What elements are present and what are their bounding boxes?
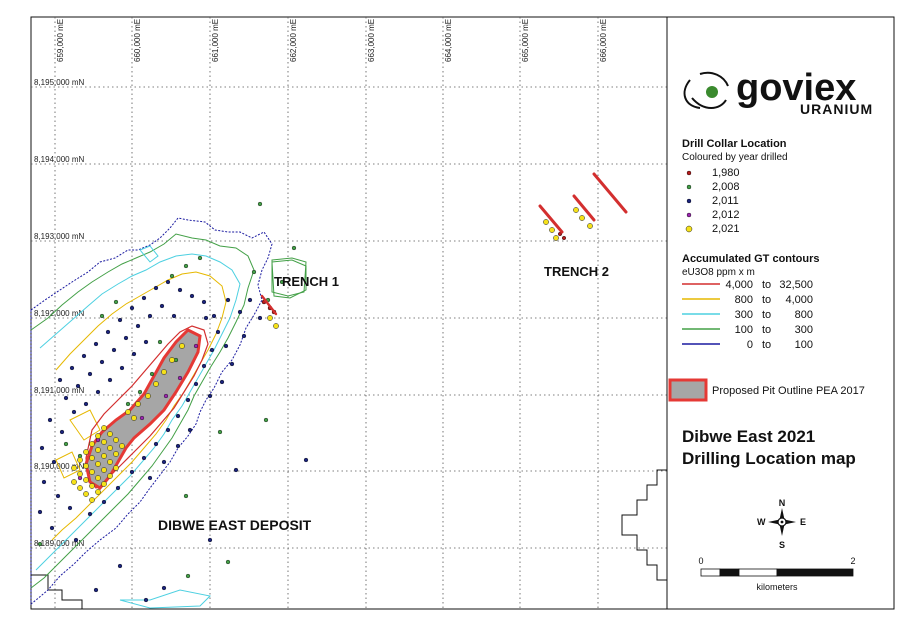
logo-sub-text: URANIUM: [800, 101, 873, 117]
compass-w: W: [757, 517, 766, 527]
gt-from: 300: [735, 309, 753, 321]
compass-n: N: [779, 498, 786, 508]
collar-legend-subtitle: Coloured by year drilled: [682, 152, 788, 163]
northing-label: 8,192,000 mN: [34, 309, 84, 318]
north-arrow-icon: N S E W: [757, 498, 806, 550]
northing-label: 8,189,000 mN: [34, 539, 84, 548]
collar-swatch: [686, 170, 692, 176]
map-frame: [30, 16, 668, 610]
trench1-red-line: [260, 294, 278, 316]
gt-to: 300: [795, 324, 813, 336]
scale-unit: kilometers: [756, 582, 798, 592]
easting-labels: 659,000 mE 660,000 mE 661,000 mE 662,000…: [56, 19, 608, 62]
collar-legend-title: Drill Collar Location: [682, 138, 787, 150]
gt-contour-800-4000: [51, 271, 227, 541]
logo-main-text: goviex: [736, 67, 856, 109]
gt-to-word: to: [762, 324, 771, 336]
legend-panel: [666, 16, 895, 610]
collar-legend-items: 1,980 2,008 2,011 2,012 2,021: [685, 167, 740, 235]
gt-to-word: to: [762, 309, 771, 321]
collar-label: 2,008: [712, 181, 740, 193]
trench2-red-lines: [538, 172, 628, 234]
collar-swatch: [686, 198, 692, 204]
gt-from: 4,000: [725, 279, 753, 291]
easting-label: 662,000 mE: [289, 19, 298, 62]
gt-from: 0: [747, 339, 753, 351]
map-title-line1: Dibwe East 2021: [682, 427, 815, 446]
proposed-pit-outline: [84, 328, 202, 490]
company-logo: goviex URANIUM: [683, 67, 873, 117]
gt-from: 800: [735, 294, 753, 306]
collar-label: 2,012: [712, 209, 740, 221]
gt-to-word: to: [762, 339, 771, 351]
scale-end: 2: [850, 556, 855, 566]
gt-contour-300-800: [35, 245, 241, 609]
collar-swatch: [686, 212, 692, 218]
easting-label: 665,000 mE: [521, 19, 530, 62]
gt-legend-subtitle: eU3O8 ppm x m: [682, 267, 755, 278]
easting-label: 659,000 mE: [56, 19, 65, 62]
drill-collars-2021: [71, 207, 593, 503]
drill-collars-2012: [77, 343, 199, 481]
easting-label: 664,000 mE: [444, 19, 453, 62]
northing-label: 8,193,000 mN: [34, 232, 84, 241]
compass-s: S: [779, 540, 785, 550]
gt-to: 4,000: [785, 294, 813, 306]
property-boundary: [31, 469, 667, 609]
easting-label: 661,000 mE: [211, 19, 220, 62]
northing-label: 8,194,000 mN: [34, 155, 84, 164]
scale-bar: 0 2 kilometers: [698, 556, 855, 592]
easting-label: 666,000 mE: [599, 19, 608, 62]
trench2-label: TRENCH 2: [544, 264, 609, 279]
collar-label: 2,021: [712, 223, 740, 235]
pit-legend-swatch: [668, 378, 708, 402]
pit-legend-label: Proposed Pit Outline PEA 2017: [712, 385, 865, 397]
gt-from: 100: [735, 324, 753, 336]
gt-to: 32,500: [779, 279, 813, 291]
collar-label: 2,011: [712, 195, 739, 207]
logo-globe-icon: [706, 86, 718, 98]
trench1-label: TRENCH 1: [274, 274, 339, 289]
map-title-line2: Drilling Location map: [682, 449, 856, 468]
deposit-label: DIBWE EAST DEPOSIT: [158, 517, 312, 533]
collar-swatch: [686, 184, 692, 190]
collar-swatch: [685, 225, 693, 233]
gt-to-word: to: [762, 294, 771, 306]
gt-to: 100: [795, 339, 813, 351]
gt-legend-title: Accumulated GT contours: [682, 253, 820, 265]
gt-contour-0-100: [30, 217, 273, 606]
logo-swirl-icon: [683, 71, 729, 109]
trench1-area: [271, 257, 307, 297]
compass-e: E: [800, 517, 806, 527]
scale-start: 0: [698, 556, 703, 566]
gt-contour-100-300: [30, 233, 307, 589]
gt-legend-items: 4,000 to 32,500 800 to 4,000 300 to 800 …: [682, 279, 813, 351]
easting-label: 663,000 mE: [367, 19, 376, 62]
northing-label: 8,191,000 mN: [34, 386, 84, 395]
drill-collars-2011: [37, 279, 309, 603]
easting-label: 660,000 mE: [133, 19, 142, 62]
gt-to: 800: [795, 309, 813, 321]
collar-label: 1,980: [712, 167, 740, 179]
northing-label: 8,195,000 mN: [34, 78, 84, 87]
drill-collars-2008: [37, 201, 297, 579]
gt-to-word: to: [762, 279, 771, 291]
